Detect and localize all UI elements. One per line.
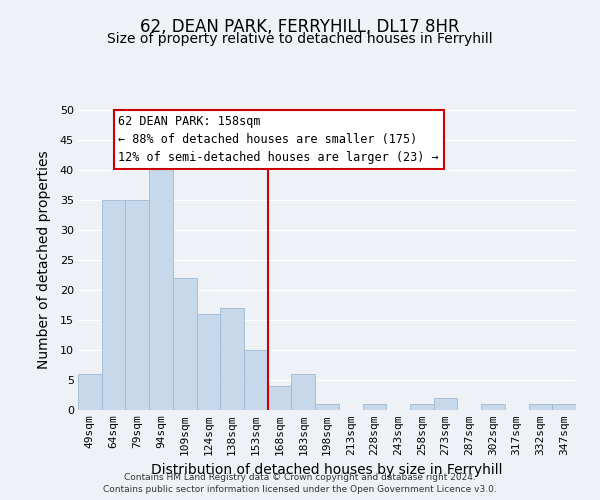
Bar [244,350,268,410]
Bar [102,200,125,410]
Text: 62 DEAN PARK: 158sqm
← 88% of detached houses are smaller (175)
12% of semi-deta: 62 DEAN PARK: 158sqm ← 88% of detached h… [118,115,439,164]
Bar [268,386,292,410]
Text: 62, DEAN PARK, FERRYHILL, DL17 8HR: 62, DEAN PARK, FERRYHILL, DL17 8HR [140,18,460,36]
Bar [315,404,339,410]
Bar [434,398,457,410]
Text: Contains public sector information licensed under the Open Government Licence v3: Contains public sector information licen… [103,485,497,494]
Bar [197,314,220,410]
Bar [292,374,315,410]
Bar [481,404,505,410]
X-axis label: Distribution of detached houses by size in Ferryhill: Distribution of detached houses by size … [151,463,503,477]
Bar [552,404,576,410]
Bar [78,374,102,410]
Text: Contains HM Land Registry data © Crown copyright and database right 2024.: Contains HM Land Registry data © Crown c… [124,472,476,482]
Y-axis label: Number of detached properties: Number of detached properties [37,150,52,370]
Bar [362,404,386,410]
Bar [410,404,434,410]
Bar [220,308,244,410]
Bar [125,200,149,410]
Bar [173,278,197,410]
Bar [529,404,552,410]
Bar [149,164,173,410]
Text: Size of property relative to detached houses in Ferryhill: Size of property relative to detached ho… [107,32,493,46]
